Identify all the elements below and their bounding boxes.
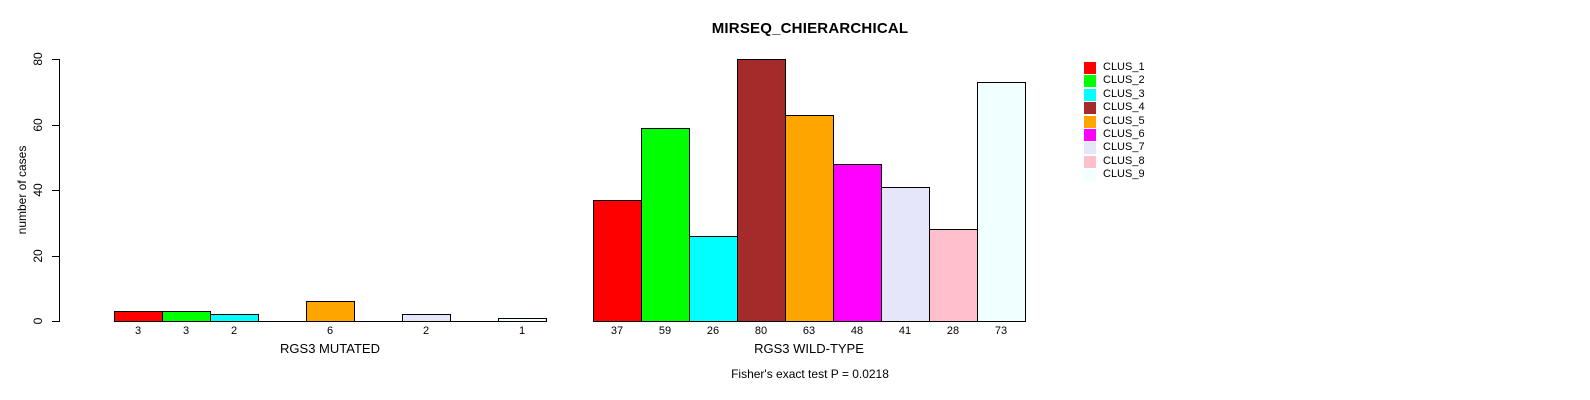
bar-CLUS_1 xyxy=(114,311,163,322)
bar-value-label: 6 xyxy=(326,325,334,337)
legend-label-CLUS_1: CLUS_1 xyxy=(1103,61,1145,73)
y-tick-label: 80 xyxy=(31,52,45,66)
bar-value-label: 37 xyxy=(610,325,624,337)
legend-label-CLUS_3: CLUS_3 xyxy=(1103,88,1145,100)
y-axis-line xyxy=(59,59,60,322)
bar-value-label: 41 xyxy=(898,325,912,337)
bar-CLUS_5 xyxy=(785,115,834,322)
bar-CLUS_4 xyxy=(737,59,786,322)
bar-value-label: 28 xyxy=(946,325,960,337)
chart-title: MIRSEQ_CHIERARCHICAL xyxy=(711,20,909,37)
bar-value-label: 1 xyxy=(518,325,526,337)
bar-CLUS_1 xyxy=(593,200,642,322)
legend-label-CLUS_7: CLUS_7 xyxy=(1103,141,1145,153)
legend-swatch-CLUS_7 xyxy=(1084,142,1096,154)
bar-CLUS_7 xyxy=(402,314,451,322)
bar-value-label: 48 xyxy=(850,325,864,337)
bar-CLUS_3 xyxy=(689,236,738,322)
bar-CLUS_7 xyxy=(881,187,930,322)
legend-swatch-CLUS_3 xyxy=(1084,89,1096,101)
legend-label-CLUS_9: CLUS_9 xyxy=(1103,168,1145,180)
legend-swatch-CLUS_8 xyxy=(1084,156,1096,168)
legend-swatch-CLUS_2 xyxy=(1084,75,1096,87)
bar-value-label: 26 xyxy=(706,325,720,337)
bar-value-label: 3 xyxy=(182,325,190,337)
bar-value-label: 73 xyxy=(994,325,1008,337)
bar-value-label: 63 xyxy=(802,325,816,337)
bar-CLUS_6 xyxy=(833,164,882,322)
bar-CLUS_5 xyxy=(306,301,355,322)
legend-label-CLUS_8: CLUS_8 xyxy=(1103,155,1145,167)
legend-label-CLUS_6: CLUS_6 xyxy=(1103,128,1145,140)
fisher-test-annotation: Fisher's exact test P = 0.0218 xyxy=(731,367,889,381)
legend-swatch-CLUS_6 xyxy=(1084,129,1096,141)
y-tick-label: 20 xyxy=(31,249,45,263)
x-axis-group-label: RGS3 MUTATED xyxy=(280,341,380,356)
y-axis-tick xyxy=(52,256,59,257)
legend-swatch-CLUS_1 xyxy=(1084,62,1096,74)
y-tick-label: 40 xyxy=(31,183,45,197)
bar-CLUS_9 xyxy=(498,318,547,322)
legend-label-CLUS_2: CLUS_2 xyxy=(1103,74,1145,86)
bar-value-label: 80 xyxy=(754,325,768,337)
y-axis-tick xyxy=(52,321,59,322)
bar-CLUS_2 xyxy=(162,311,211,322)
y-tick-label: 60 xyxy=(31,118,45,132)
y-axis-tick xyxy=(52,190,59,191)
bar-value-label: 2 xyxy=(422,325,430,337)
x-axis-group-label: RGS3 WILD-TYPE xyxy=(754,341,864,356)
y-axis-title: number of cases xyxy=(15,145,29,235)
bar-CLUS_8 xyxy=(929,229,978,322)
y-axis-tick xyxy=(52,59,59,60)
legend-label-CLUS_4: CLUS_4 xyxy=(1103,101,1145,113)
bar-CLUS_2 xyxy=(641,128,690,322)
legend-swatch-CLUS_9 xyxy=(1084,169,1096,181)
legend-label-CLUS_5: CLUS_5 xyxy=(1103,115,1145,127)
bar-CLUS_3 xyxy=(210,314,259,322)
bar-value-label: 2 xyxy=(230,325,238,337)
bar-value-label: 3 xyxy=(134,325,142,337)
y-axis-tick xyxy=(52,125,59,126)
legend-swatch-CLUS_4 xyxy=(1084,102,1096,114)
legend-swatch-CLUS_5 xyxy=(1084,116,1096,128)
y-tick-label: 0 xyxy=(31,317,45,325)
bar-CLUS_9 xyxy=(977,82,1026,322)
bar-value-label: 59 xyxy=(658,325,672,337)
